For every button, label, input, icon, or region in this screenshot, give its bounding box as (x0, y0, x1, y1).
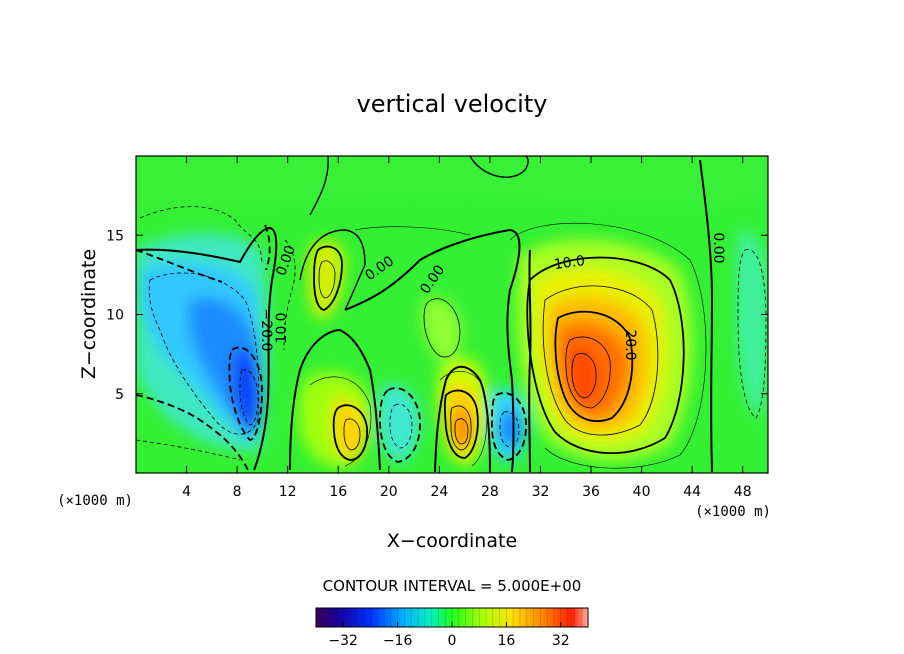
colorbar-tick-label: 0 (448, 633, 457, 649)
contour-lines (136, 156, 767, 473)
colorbar-ticks: −32 −16 0 16 32 (328, 622, 570, 649)
x-axis-label: X−coordinate (387, 530, 517, 552)
y-tick-label: 10 (106, 308, 124, 324)
x-tick-label: 16 (329, 484, 347, 500)
colorbar-tick-label: 32 (552, 633, 570, 649)
x-tick-label: 24 (430, 484, 448, 500)
x-left-unit-label: (×1000 m) (57, 493, 133, 509)
x-tick-label: 28 (481, 484, 499, 500)
y-tick-label: 15 (106, 228, 124, 244)
x-right-unit-label: (×1000 m) (695, 504, 771, 520)
contour-label: 10.0 (274, 312, 290, 343)
y-tick-label: 5 (115, 387, 124, 403)
x-tick-label: 32 (532, 484, 550, 500)
x-tick-label: 4 (182, 484, 191, 500)
colorbar-tick-label: −32 (328, 633, 358, 649)
colorbar-tick-label: 16 (497, 633, 515, 649)
x-tick-label: 20 (380, 484, 398, 500)
x-tick-label: 36 (582, 484, 600, 500)
contour-label: 10.0 (553, 253, 586, 273)
colorbar: −32 −16 0 16 32 (315, 607, 589, 649)
x-tick-label: 40 (633, 484, 651, 500)
x-tick-label: 48 (734, 484, 752, 500)
x-axis-ticks: 4 8 12 16 20 24 28 32 36 40 44 48 (182, 156, 752, 500)
colorbar-tick-label: −16 (383, 633, 413, 649)
x-tick-label: 12 (279, 484, 297, 500)
plot-field: 0.00 0.00 0.00 0.00 10.0 10.0 20.0 −20.0 (136, 156, 768, 473)
contour-interval-text: CONTOUR INTERVAL = 5.000E+00 (323, 577, 582, 595)
x-tick-label: 44 (683, 484, 701, 500)
x-tick-label: 8 (233, 484, 242, 500)
contour-label: −20.0 (258, 309, 274, 352)
y-axis-label: Z−coordinate (78, 249, 100, 379)
y-axis-ticks: 5 10 15 (106, 228, 768, 403)
contour-label: 20.0 (622, 329, 638, 360)
chart-title: vertical velocity (357, 90, 548, 118)
contour-label: 0.00 (710, 232, 726, 263)
